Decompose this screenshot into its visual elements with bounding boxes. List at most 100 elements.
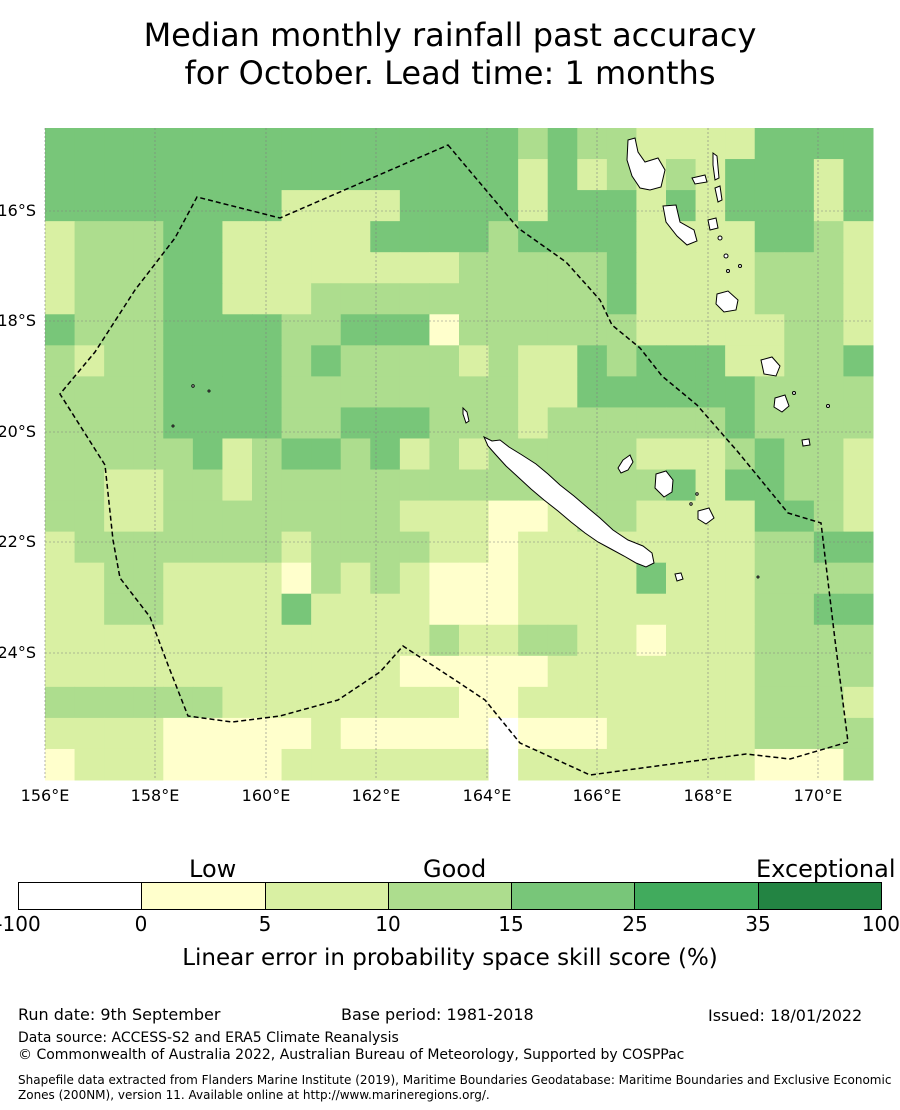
grid-cell bbox=[547, 655, 578, 688]
grid-cell bbox=[370, 128, 401, 160]
grid-cell bbox=[74, 376, 105, 408]
grid-cell bbox=[813, 500, 844, 533]
grid-cell bbox=[340, 469, 371, 502]
grid-cell bbox=[222, 314, 253, 346]
pentecost-island bbox=[714, 185, 723, 203]
grid-cell bbox=[192, 469, 223, 502]
grid-cell bbox=[281, 221, 312, 253]
grid-cell bbox=[133, 500, 164, 533]
grid-cell bbox=[725, 376, 756, 408]
base-period: Base period: 1981-2018 bbox=[341, 1005, 534, 1024]
grid-cell bbox=[252, 438, 283, 471]
grid-cell bbox=[636, 438, 667, 471]
lat-label-22s: 22°S bbox=[0, 532, 36, 551]
grid-cell bbox=[104, 562, 135, 595]
grid-cell bbox=[459, 717, 490, 750]
grid-cell bbox=[695, 345, 726, 377]
grid-cell bbox=[784, 469, 815, 502]
issued-date: Issued: 18/01/2022 bbox=[708, 1006, 863, 1025]
grid-cell bbox=[813, 562, 844, 595]
grid-cell bbox=[281, 593, 312, 626]
grid-cell bbox=[133, 717, 164, 750]
grid-cell bbox=[695, 748, 726, 781]
grid-cell bbox=[45, 469, 76, 502]
grid-cell bbox=[222, 283, 253, 315]
grid-cell bbox=[192, 283, 223, 315]
grid-cell bbox=[813, 469, 844, 502]
grid-cell bbox=[192, 345, 223, 377]
grid-cell bbox=[222, 407, 253, 439]
grid-cell bbox=[488, 469, 519, 502]
grid-cell bbox=[74, 159, 105, 191]
grid-cell bbox=[606, 314, 637, 346]
grid-cell bbox=[577, 190, 608, 222]
grid-cell bbox=[813, 221, 844, 253]
grid-cell bbox=[74, 438, 105, 471]
grid-cell bbox=[843, 593, 874, 626]
grid-cell bbox=[666, 500, 697, 533]
eez-boundary bbox=[59, 144, 849, 776]
grid-cell bbox=[252, 407, 283, 439]
grid-cell bbox=[606, 562, 637, 595]
grid-cell bbox=[606, 221, 637, 253]
grid-cell bbox=[488, 190, 519, 222]
grid-cell bbox=[252, 159, 283, 191]
grid-cell bbox=[636, 593, 667, 626]
grid-cell bbox=[429, 593, 460, 626]
grid-cell bbox=[547, 748, 578, 781]
grid-cell bbox=[695, 159, 726, 191]
grid-cell bbox=[577, 345, 608, 377]
grid-cell bbox=[429, 686, 460, 719]
grid-cell bbox=[104, 500, 135, 533]
grid-cell bbox=[104, 686, 135, 719]
grid-cell bbox=[459, 624, 490, 657]
grid-cell bbox=[606, 655, 637, 688]
grid-cell bbox=[370, 624, 401, 657]
grid-cell bbox=[104, 407, 135, 439]
grid-cell bbox=[399, 624, 430, 657]
grid-cell bbox=[666, 655, 697, 688]
grid-cell bbox=[311, 562, 342, 595]
grid-cell bbox=[163, 469, 194, 502]
grid-cell bbox=[163, 562, 194, 595]
grid-cell bbox=[843, 314, 874, 346]
grid-cell bbox=[281, 128, 312, 160]
grid-cell bbox=[695, 438, 726, 471]
grid-cell bbox=[518, 345, 549, 377]
grid-cell bbox=[843, 624, 874, 657]
grid-cell bbox=[784, 345, 815, 377]
colorbar-tick: 5 bbox=[258, 912, 272, 936]
grid-cell bbox=[74, 686, 105, 719]
grid-cell bbox=[222, 345, 253, 377]
grid-cell bbox=[133, 128, 164, 160]
lon-label-164e: 164°E bbox=[462, 786, 512, 805]
grid-cell bbox=[399, 593, 430, 626]
grid-cell bbox=[813, 748, 844, 781]
small-islet bbox=[717, 235, 723, 241]
grid-cell bbox=[843, 562, 874, 595]
grid-cell bbox=[666, 624, 697, 657]
grid-cell bbox=[666, 252, 697, 284]
grid-cell bbox=[429, 748, 460, 781]
grid-cell bbox=[163, 345, 194, 377]
grid-cell bbox=[488, 531, 519, 564]
shapefile-credit-line1: Shapefile data extracted from Flanders M… bbox=[18, 1073, 892, 1087]
grid-cell bbox=[606, 345, 637, 377]
grid-cell bbox=[311, 252, 342, 284]
grid-cell bbox=[518, 252, 549, 284]
grid-cell bbox=[636, 686, 667, 719]
grid-cell bbox=[725, 469, 756, 502]
small-islet bbox=[695, 492, 699, 496]
grid-cell bbox=[547, 283, 578, 315]
grid-cell bbox=[843, 748, 874, 781]
grid-cell bbox=[311, 407, 342, 439]
grid-cell bbox=[843, 717, 874, 750]
skill-grid bbox=[45, 128, 874, 781]
grid-cell bbox=[340, 686, 371, 719]
grid-cell bbox=[636, 376, 667, 408]
grid-cell bbox=[399, 283, 430, 315]
grid-cell bbox=[488, 128, 519, 160]
grid-cell bbox=[399, 314, 430, 346]
grid-cell bbox=[222, 562, 253, 595]
grid-cell bbox=[45, 717, 76, 750]
